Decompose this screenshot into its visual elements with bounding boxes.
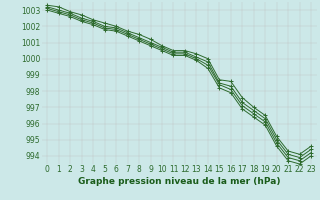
X-axis label: Graphe pression niveau de la mer (hPa): Graphe pression niveau de la mer (hPa) — [78, 177, 280, 186]
